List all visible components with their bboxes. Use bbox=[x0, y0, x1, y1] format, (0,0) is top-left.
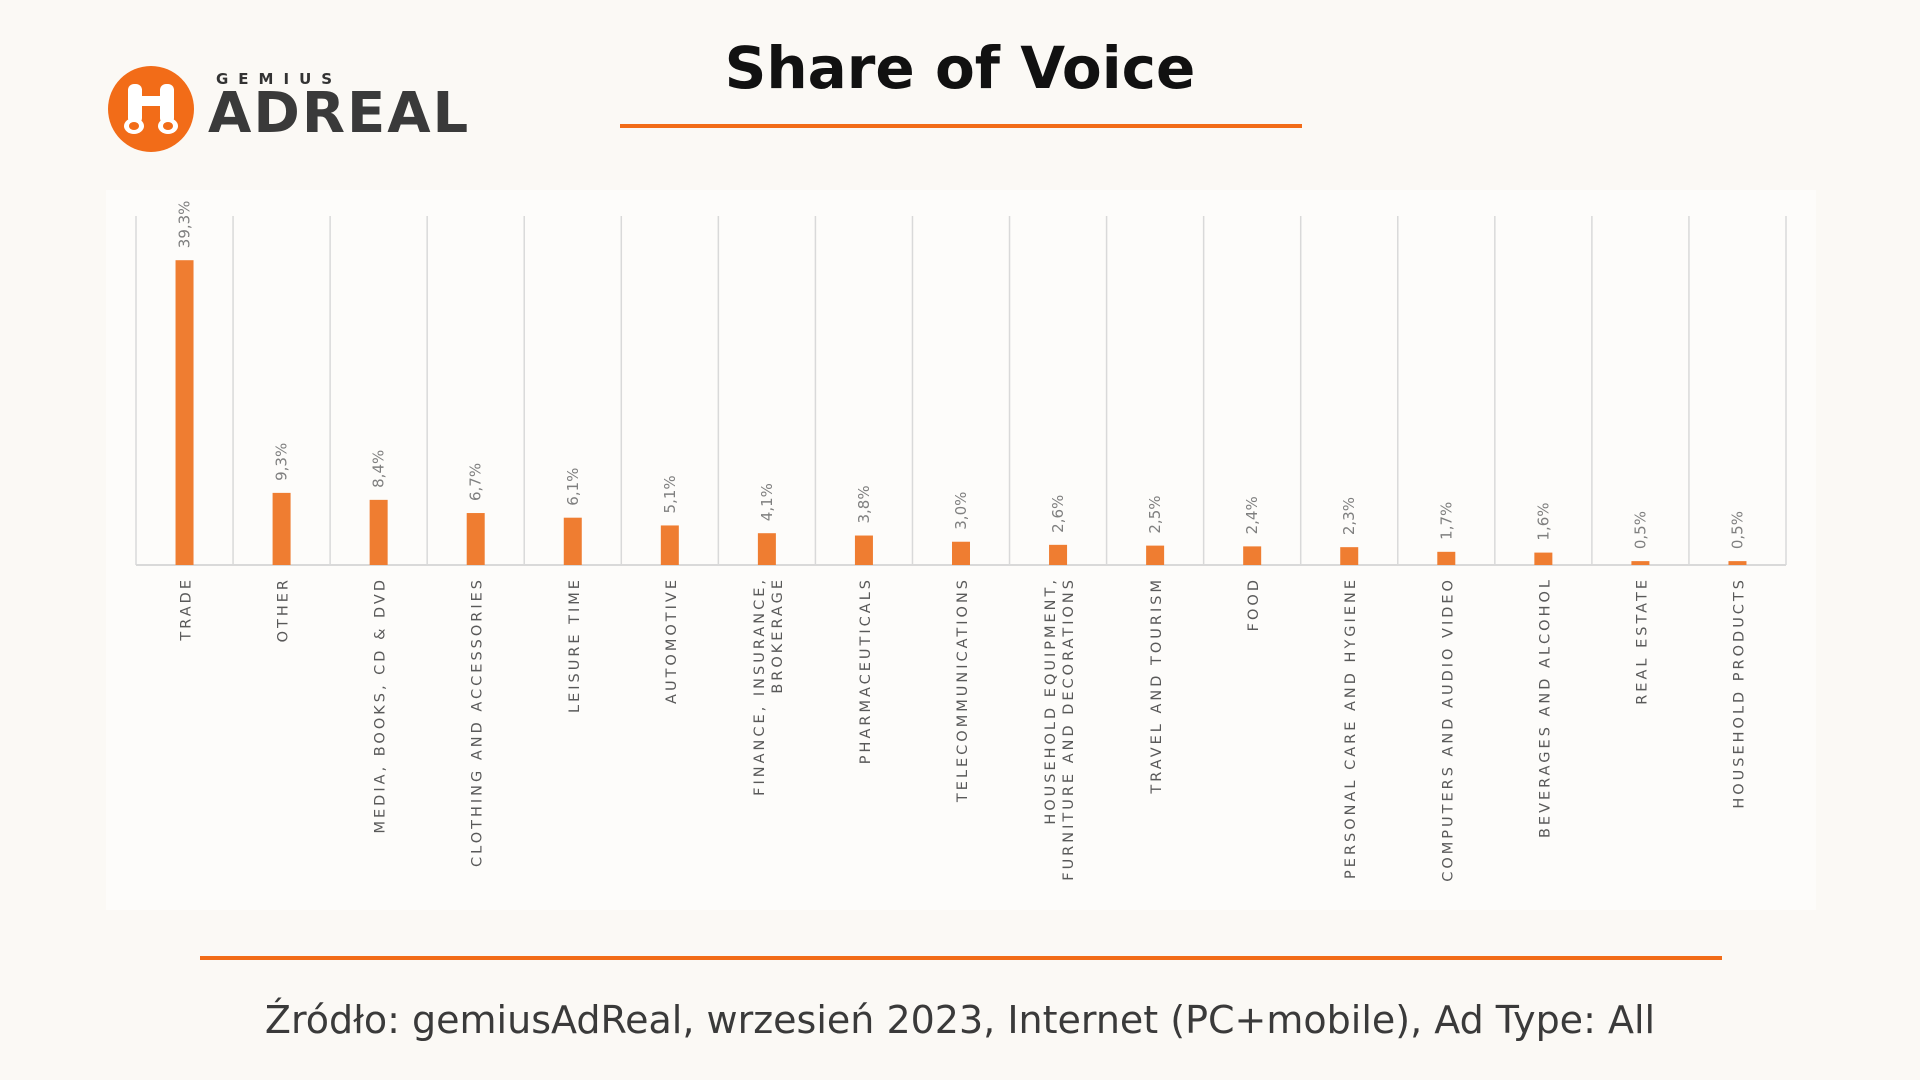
bar bbox=[660, 525, 679, 565]
data-label: 6,7% bbox=[467, 463, 485, 501]
bar bbox=[1728, 561, 1747, 565]
title-underline bbox=[620, 124, 1302, 128]
data-label: 4,1% bbox=[758, 483, 776, 521]
x-tick-label: CLOTHING AND ACCESSORIES bbox=[470, 577, 486, 867]
bar bbox=[952, 541, 970, 565]
bar bbox=[1340, 547, 1359, 565]
bar bbox=[757, 533, 776, 565]
page-title: Share of Voice bbox=[724, 34, 1196, 102]
x-tick-label: REAL ESTATE bbox=[1634, 577, 1650, 705]
x-tick-label: FINANCE, INSURANCE, bbox=[752, 577, 768, 796]
x-tick-label: TRAVEL AND TOURISM bbox=[1149, 577, 1165, 795]
x-tick-label: PHARMACEUTICALS bbox=[858, 577, 874, 764]
bar bbox=[854, 535, 873, 565]
data-label: 1,7% bbox=[1437, 502, 1455, 540]
data-label: 3,0% bbox=[952, 492, 970, 530]
bar bbox=[1049, 544, 1068, 565]
data-label: 2,4% bbox=[1243, 496, 1261, 534]
x-tick-label: PERSONAL CARE AND HYGIENE bbox=[1343, 577, 1359, 879]
data-label: 39,3% bbox=[176, 201, 194, 249]
bar bbox=[563, 517, 582, 565]
bar bbox=[175, 260, 194, 565]
data-label: 8,4% bbox=[370, 450, 388, 488]
x-tick-label: HOUSEHOLD PRODUCTS bbox=[1731, 577, 1747, 809]
x-tick-label: OTHER bbox=[276, 577, 292, 642]
x-tick-label: AUTOMOTIVE bbox=[664, 577, 680, 704]
x-tick-label: TELECOMMUNICATIONS bbox=[955, 577, 971, 803]
x-tick-label: FOOD bbox=[1246, 577, 1262, 631]
x-tick-label: TRADE bbox=[179, 577, 195, 642]
data-label: 0,5% bbox=[1728, 511, 1746, 549]
logo-small-text: GEMIUS bbox=[216, 70, 343, 88]
bottom-divider bbox=[200, 956, 1722, 960]
x-tick-label: COMPUTERS AND AUDIO VIDEO bbox=[1440, 577, 1456, 882]
source-note: Źródło: gemiusAdReal, wrzesień 2023, Int… bbox=[264, 998, 1656, 1042]
bar bbox=[466, 513, 485, 565]
bar bbox=[1437, 551, 1456, 565]
x-tick-label: LEISURE TIME bbox=[567, 577, 583, 713]
x-tick-label: BROKERAGE bbox=[770, 577, 786, 694]
logo-big-text: ADREAL bbox=[208, 81, 471, 146]
bar bbox=[272, 492, 291, 565]
data-label: 1,6% bbox=[1534, 502, 1552, 540]
bar bbox=[1146, 545, 1165, 565]
bar bbox=[1534, 552, 1553, 565]
data-label: 3,8% bbox=[855, 485, 873, 523]
data-label: 5,1% bbox=[661, 475, 679, 513]
bar bbox=[1631, 561, 1650, 565]
data-label: 2,6% bbox=[1049, 495, 1067, 533]
bar bbox=[369, 499, 388, 565]
data-label: 2,3% bbox=[1340, 497, 1358, 535]
data-label: 0,5% bbox=[1631, 511, 1649, 549]
data-label: 2,5% bbox=[1146, 496, 1164, 534]
x-tick-label: FURNITURE AND DECORATIONS bbox=[1061, 577, 1077, 881]
x-tick-label: MEDIA, BOOKS, CD & DVD bbox=[373, 577, 389, 834]
data-label: 9,3% bbox=[273, 443, 291, 481]
bar bbox=[1243, 546, 1262, 565]
data-label: 6,1% bbox=[564, 468, 582, 506]
binoculars-icon bbox=[108, 66, 194, 152]
x-tick-label: HOUSEHOLD EQUIPMENT, bbox=[1043, 577, 1059, 825]
logo: GEMIUS ADREAL bbox=[108, 64, 468, 164]
bar-chart: 39,3% TRADE 9,3% OTHER 8,4% MEDIA, BOOKS, CD … bbox=[135, 201, 1787, 882]
x-tick-label: BEVERAGES AND ALCOHOL bbox=[1537, 577, 1553, 838]
